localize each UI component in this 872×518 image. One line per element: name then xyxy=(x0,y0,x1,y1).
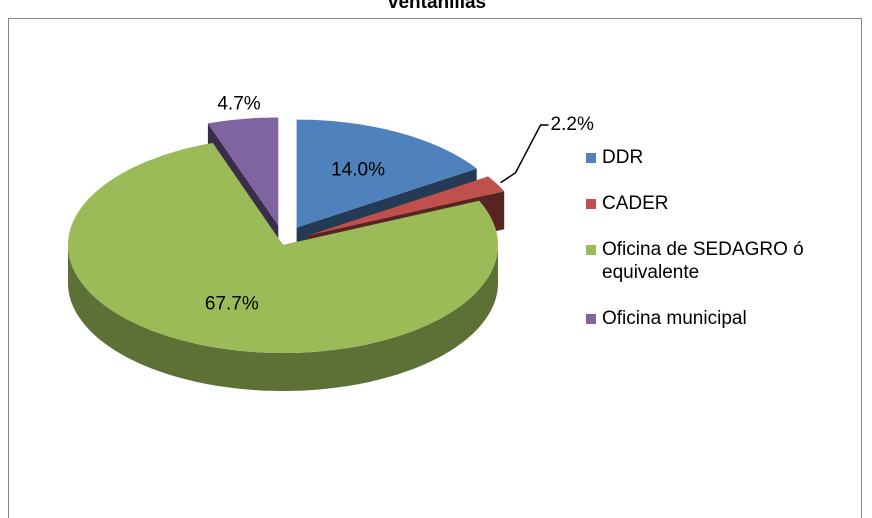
legend-item: Oficina de SEDAGRO ó equivalente xyxy=(586,238,836,284)
legend-swatch xyxy=(586,199,596,209)
slice-top xyxy=(308,176,505,236)
data-label: 67.7% xyxy=(205,294,259,315)
slice-top xyxy=(68,142,498,353)
legend-item: DDR xyxy=(586,146,836,169)
chart-title: ventanillas xyxy=(388,0,486,13)
legend-item: Oficina municipal xyxy=(586,307,836,330)
data-label: 14.0% xyxy=(331,160,385,181)
legend-label: Oficina de SEDAGRO ó equivalente xyxy=(602,239,804,283)
data-label: 2.2% xyxy=(551,114,594,135)
slice-wall xyxy=(68,245,498,391)
legend-swatch xyxy=(586,153,596,163)
legend-swatch xyxy=(586,245,596,255)
data-label: 4.7% xyxy=(217,93,260,114)
leader-line xyxy=(500,124,549,184)
legend-swatch xyxy=(586,314,596,324)
slice-top xyxy=(207,117,279,226)
slice xyxy=(68,142,498,391)
legend-label: CADER xyxy=(602,193,669,214)
legend-label: DDR xyxy=(602,147,644,168)
slice-top xyxy=(296,119,477,228)
legend: DDR CADER Oficina de SEDAGRO ó equivalente… xyxy=(586,146,836,353)
legend-item: CADER xyxy=(586,192,836,215)
legend-label: Oficina municipal xyxy=(602,308,747,329)
